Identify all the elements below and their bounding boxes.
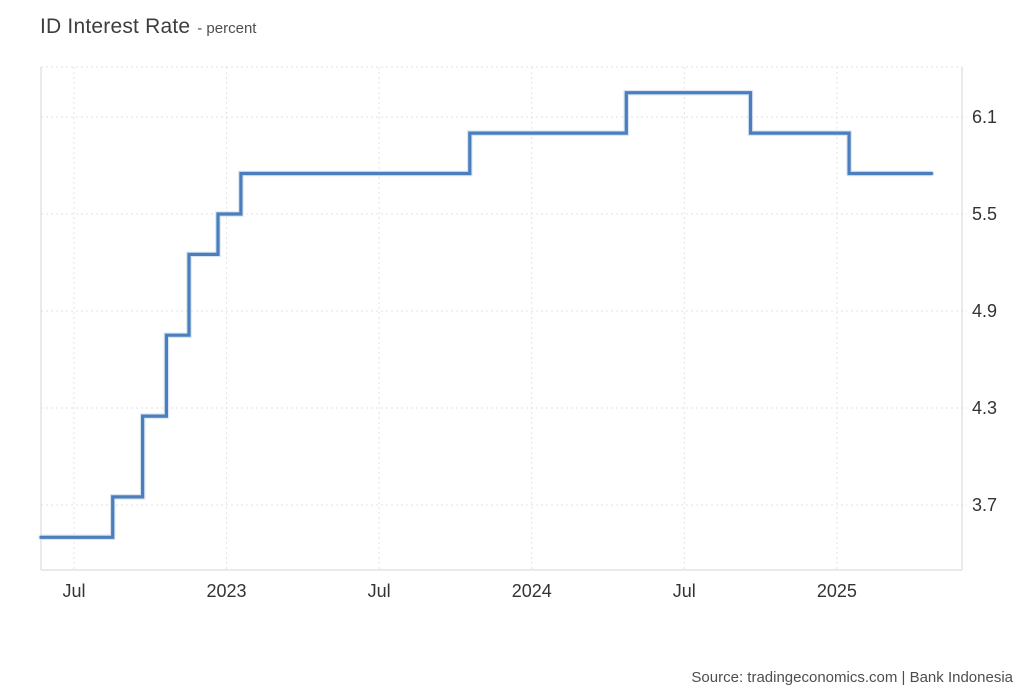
x-axis-label-Jul-2024.5: Jul: [673, 581, 696, 601]
rate-series-line[interactable]: [39, 91, 934, 539]
y-axis-label-4.9: 4.9: [972, 301, 997, 321]
x-axis-label-2024-2024: 2024: [512, 581, 552, 601]
y-axis-label-6.1: 6.1: [972, 107, 997, 127]
x-axis-label-Jul-2022.5: Jul: [62, 581, 85, 601]
chart-subtitle: - percent: [197, 20, 257, 37]
x-axis-label-2025-2025: 2025: [817, 581, 857, 601]
y-axis-label-3.7: 3.7: [972, 495, 997, 515]
y-axis-label-4.3: 4.3: [972, 398, 997, 418]
chart-header: ID Interest Rate - percent: [40, 15, 256, 39]
x-axis-label-2023-2023: 2023: [207, 581, 247, 601]
source-attribution: Source: tradingeconomics.com | Bank Indo…: [691, 669, 1013, 686]
x-axis-label-Jul-2023.5: Jul: [368, 581, 391, 601]
chart-title: ID Interest Rate: [40, 15, 191, 38]
y-axis-label-5.5: 5.5: [972, 204, 997, 224]
rate-series-halo: [38, 89, 935, 541]
